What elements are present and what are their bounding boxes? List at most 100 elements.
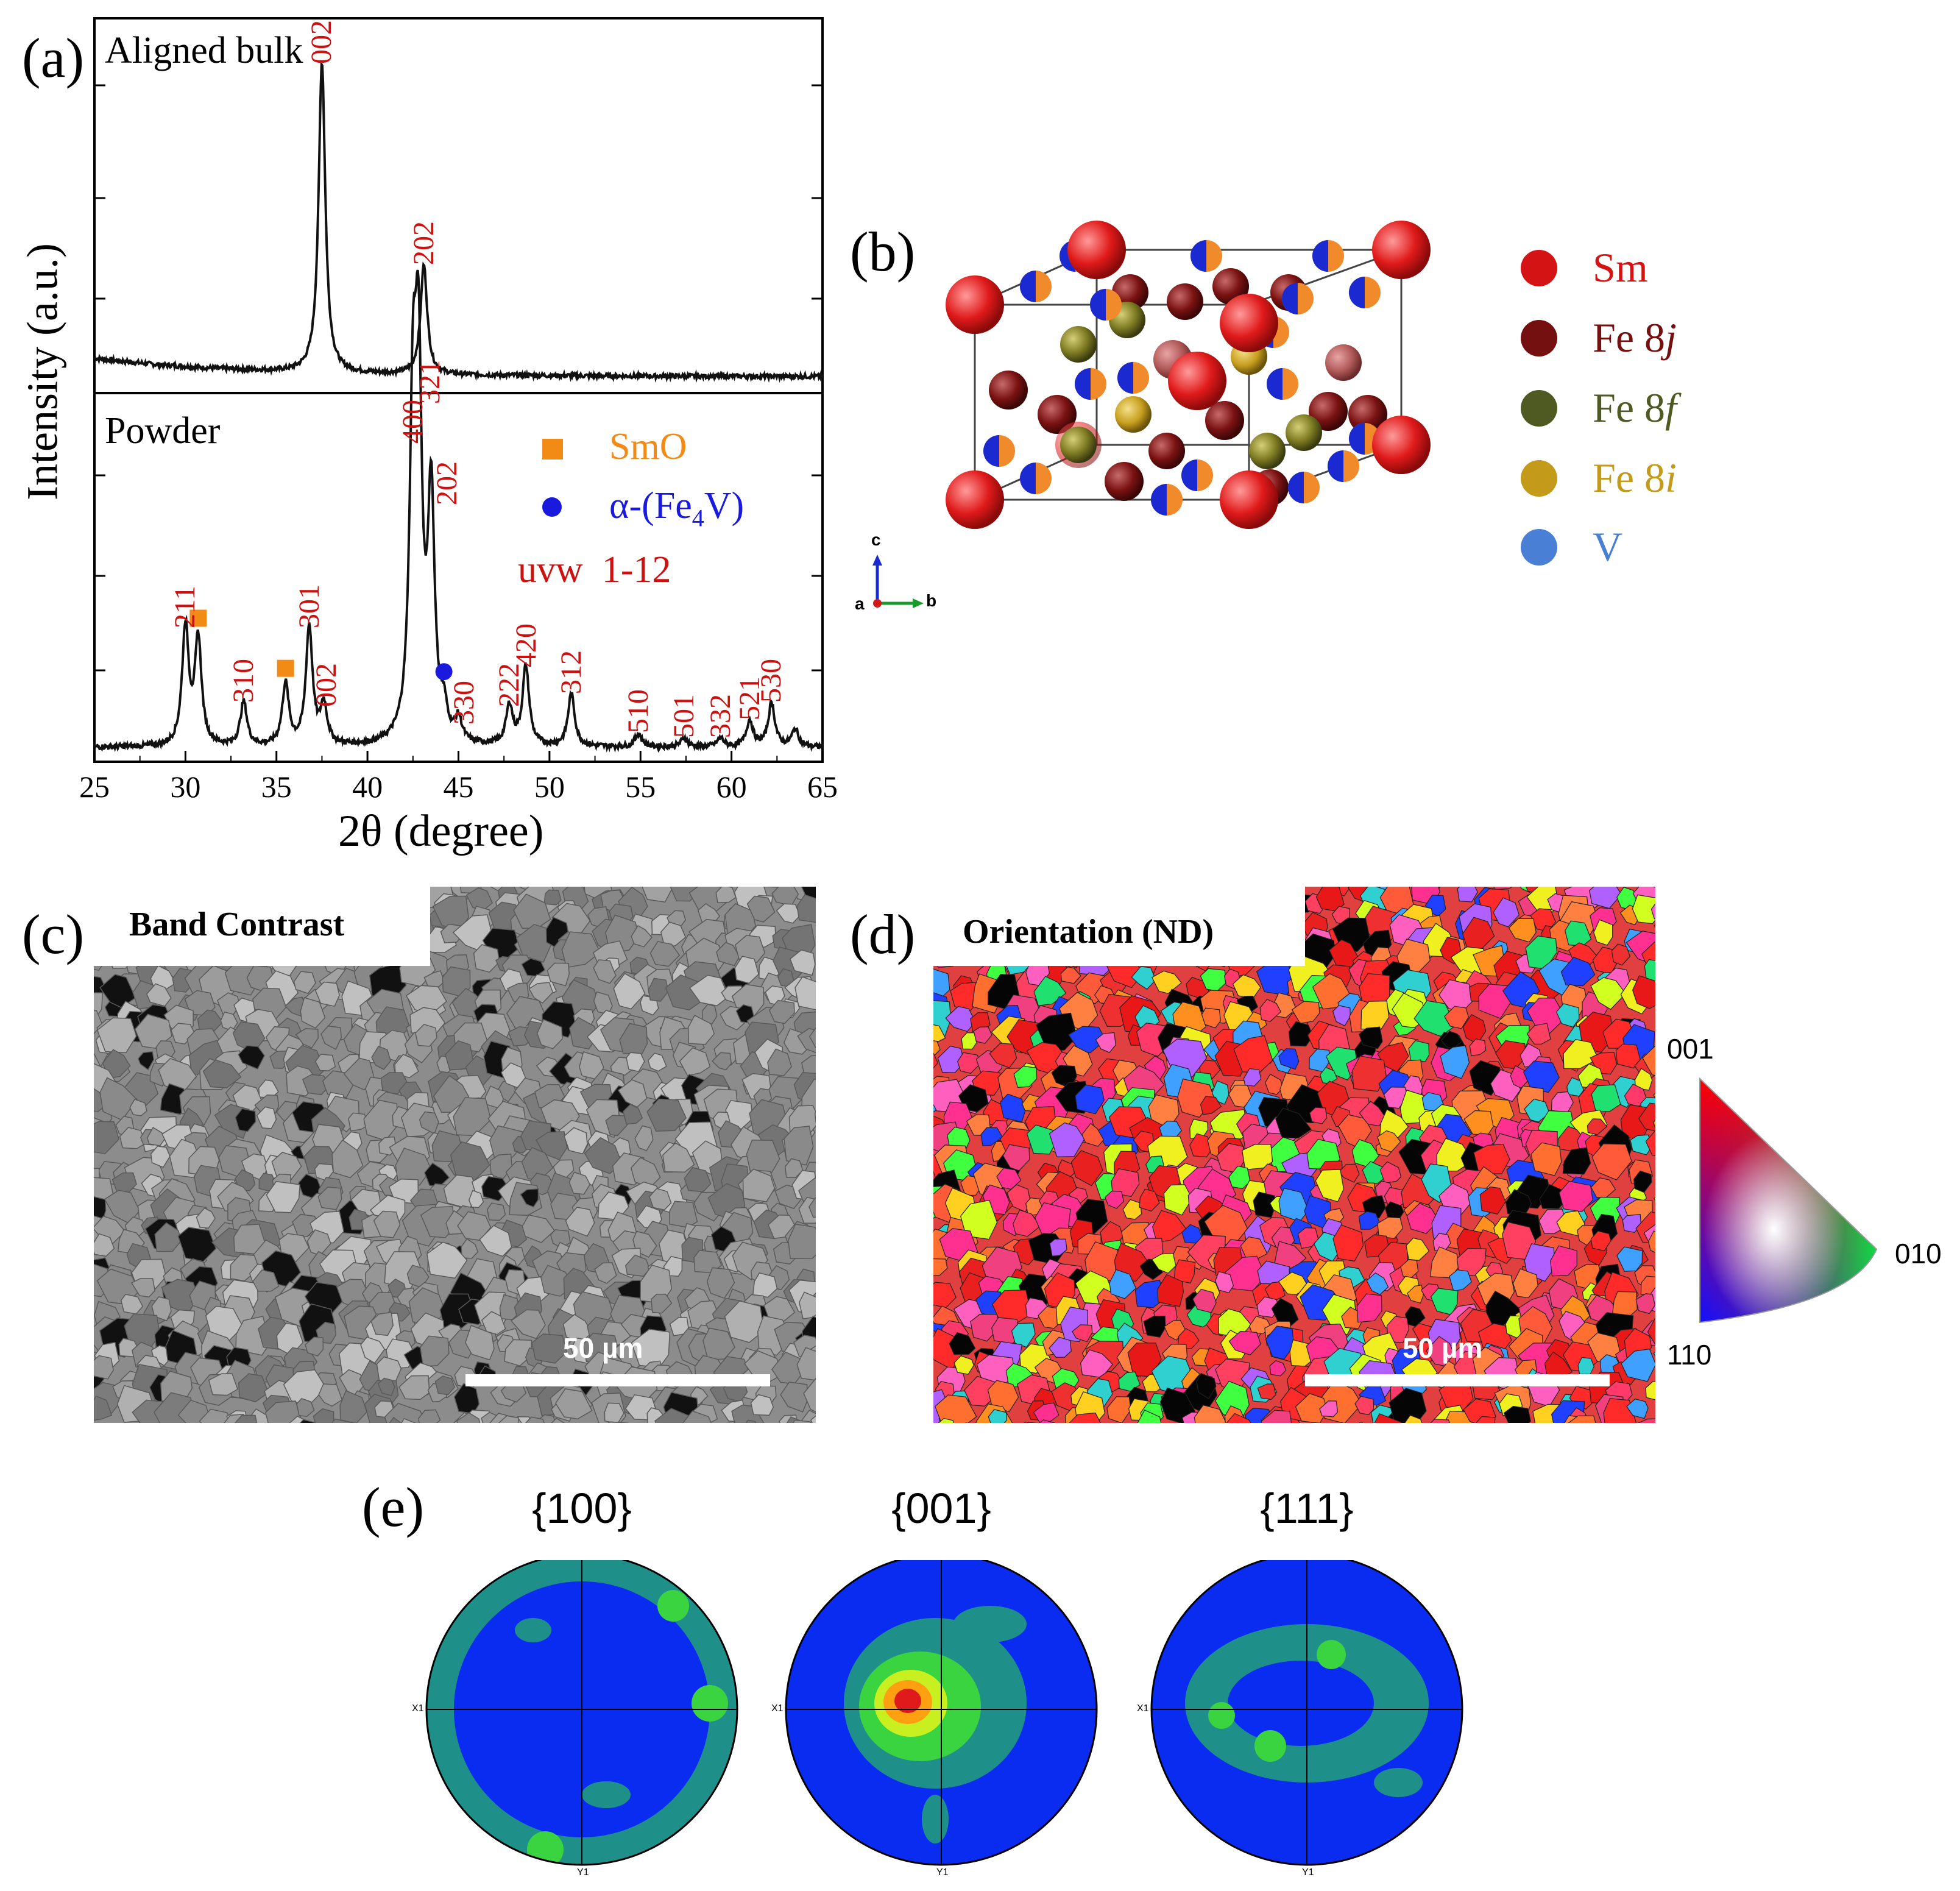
- grain: [434, 1375, 456, 1396]
- legend-sm: Sm: [1521, 244, 1648, 292]
- grain: [1332, 1005, 1351, 1027]
- grain: [623, 1104, 643, 1125]
- grain: [1315, 1169, 1345, 1202]
- grain: [234, 1414, 258, 1423]
- grain: [102, 1049, 131, 1079]
- grain: [1379, 1161, 1402, 1184]
- grain: [1196, 1373, 1217, 1400]
- grain: [1356, 1293, 1382, 1323]
- grain: [1200, 1096, 1222, 1115]
- grain: [584, 1137, 623, 1174]
- grain: [1444, 1006, 1470, 1029]
- grain: [1264, 1073, 1284, 1095]
- grain: [593, 959, 617, 984]
- grain: [1278, 1048, 1300, 1070]
- xrd-line-0: [94, 60, 824, 383]
- grain: [473, 944, 500, 973]
- grain: [293, 971, 316, 995]
- smo-marker: [189, 609, 207, 627]
- grain: [1049, 1122, 1085, 1158]
- x-tick-label: 25: [79, 770, 110, 804]
- orientation-scalebar: [1305, 1374, 1610, 1386]
- grain: [1257, 1383, 1276, 1400]
- grain: [1603, 1398, 1637, 1423]
- grain: [401, 1417, 417, 1423]
- pole-figures: [425, 1560, 1463, 1866]
- grain: [525, 1416, 545, 1423]
- grain: [711, 1052, 732, 1071]
- grain: [456, 1412, 481, 1423]
- grain: [1653, 1093, 1655, 1099]
- xrd-plot-area: [93, 17, 824, 763]
- grain: [238, 1045, 265, 1070]
- legend-fe4v-label: α-(Fe4V): [609, 485, 745, 532]
- grain: [1590, 977, 1626, 1010]
- pf-outline: [785, 1560, 1098, 1866]
- grain: [1152, 1210, 1187, 1243]
- x-tick-label: 60: [716, 770, 747, 804]
- grain: [1635, 1293, 1655, 1314]
- grain: [119, 1127, 147, 1149]
- grain: [734, 956, 760, 984]
- grain: [1351, 1055, 1387, 1092]
- grain: [1558, 1180, 1593, 1213]
- grain: [520, 1188, 539, 1208]
- ipf-key-010: 010: [1895, 1238, 1942, 1269]
- grain: [1645, 1130, 1655, 1156]
- grain: [343, 1057, 375, 1091]
- pf-x1-label: X1: [412, 1703, 424, 1714]
- grain: [1265, 1325, 1295, 1360]
- grain: [935, 1394, 977, 1423]
- grain: [394, 1054, 419, 1079]
- grain: [1366, 1272, 1389, 1296]
- grain: [1228, 1165, 1251, 1190]
- grain: [651, 1293, 673, 1314]
- grain: [1562, 1147, 1591, 1175]
- grain: [1309, 1107, 1328, 1124]
- smo-marker: [277, 659, 294, 677]
- grain: [715, 887, 737, 904]
- legend-fe-8f: Fe 8f: [1521, 384, 1677, 432]
- x-tick-label: 40: [352, 770, 383, 804]
- grain: [1406, 1237, 1430, 1261]
- xrd-chart: 25 30 35 40 45 50 55 60 65 002 202 211 310 301 002 400 3…: [0, 0, 853, 865]
- grain: [1049, 1238, 1067, 1257]
- grain: [933, 1052, 939, 1069]
- grain: [938, 1417, 954, 1423]
- grain: [154, 1222, 182, 1252]
- grain: [1377, 1130, 1401, 1153]
- grain: [1632, 894, 1655, 924]
- crystal-structure: [946, 221, 1431, 529]
- grain: [1271, 1298, 1299, 1326]
- series-label-powder: Powder: [105, 410, 221, 452]
- grain: [1616, 1246, 1643, 1272]
- pf-outline: [1150, 1560, 1463, 1866]
- grain: [794, 976, 816, 1010]
- grain: [1122, 1199, 1142, 1220]
- grain: [1013, 1065, 1038, 1088]
- grain: [808, 1197, 816, 1218]
- grain: [1485, 1290, 1523, 1328]
- grain: [561, 931, 601, 968]
- grain: [682, 1410, 712, 1423]
- pf-y1-label: Y1: [1302, 1867, 1314, 1878]
- grain: [371, 1045, 392, 1070]
- ipf-key-001: 001: [1667, 1033, 1714, 1065]
- peak-label: 310: [227, 659, 260, 703]
- grain: [787, 1223, 816, 1260]
- grain: [256, 1106, 277, 1129]
- grain: [489, 1125, 523, 1160]
- grain: [202, 1059, 242, 1088]
- grain: [988, 1409, 1008, 1423]
- legend-fe-8j: Fe 8j: [1521, 314, 1677, 362]
- grain: [776, 903, 801, 924]
- grain: [305, 1336, 324, 1357]
- peak-label: 332: [704, 694, 737, 738]
- grain: [1469, 1038, 1487, 1057]
- grain: [1560, 956, 1596, 987]
- grain: [1118, 1371, 1141, 1392]
- grain: [1192, 1288, 1217, 1313]
- grain: [810, 1415, 816, 1423]
- grain: [1151, 1253, 1176, 1274]
- grain: [1143, 1315, 1166, 1338]
